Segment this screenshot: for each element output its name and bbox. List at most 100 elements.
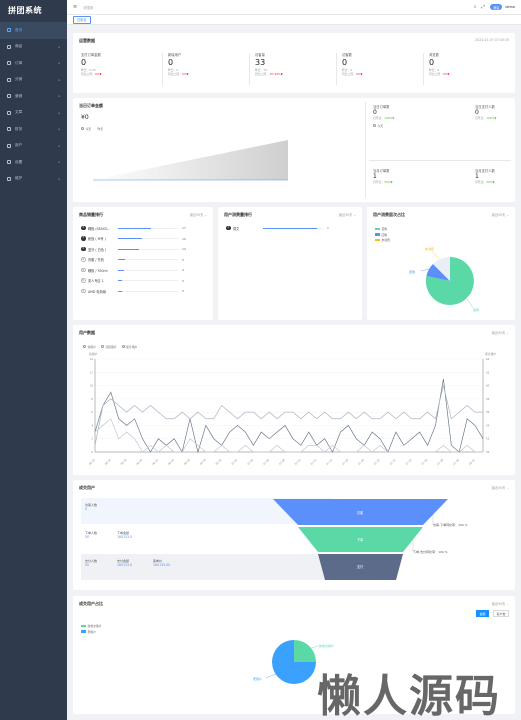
rank-number: 3: [81, 246, 86, 252]
x-tick-label: 07-26: [420, 458, 428, 466]
funnel-conv2-text: 下单-支付转化率：100 %: [413, 549, 448, 554]
sidebar-item[interactable]: 商品 v: [0, 39, 67, 56]
legend-label: 首购: [381, 227, 388, 231]
today-area-chart: [93, 140, 288, 181]
rank-row: 4 衣服 / 东西 5: [81, 257, 184, 263]
sidebar-item[interactable]: 用户 v: [0, 138, 67, 155]
menu-item-icon: [7, 94, 11, 99]
sidebar-item[interactable]: 财务 v: [0, 121, 67, 138]
rank-name: 睡袍 (SEASO...: [88, 226, 111, 231]
funnel-stage-pay-label: 支付: [357, 564, 364, 569]
trend-legend-item[interactable]: 累计用户: [121, 345, 137, 349]
trend-legend-item[interactable]: 活跃用户: [100, 345, 117, 349]
x-tick-label: 06-14: [88, 458, 96, 466]
x-tick-label: 06-18: [119, 458, 127, 466]
message-badge[interactable]: 消息: [490, 4, 503, 10]
rank-bar-fill: [118, 259, 126, 260]
pie-slice-repeat: [426, 264, 450, 281]
today-stat: 当月支付人数 1 月环比：50%▼: [475, 168, 495, 184]
rank-bar-fill: [118, 227, 151, 229]
rank-bar-track: [118, 238, 178, 239]
left-tick-label: 6: [91, 410, 93, 414]
pie-leader-medium: [420, 268, 430, 272]
legend-today[interactable]: 今天: [81, 127, 91, 131]
customer-count-button[interactable]: 客户数: [492, 610, 509, 617]
rank-value: 17: [182, 226, 186, 230]
sidebar-item[interactable]: 文章 v: [0, 105, 67, 122]
rank-bar-track: [263, 227, 323, 229]
left-tick-label: 12: [90, 370, 94, 374]
funnel-stage-order: [298, 527, 423, 552]
sidebar-item[interactable]: 设置 v: [0, 154, 67, 171]
chevron-down-icon: v: [58, 110, 60, 115]
user-pie-title: 用户消费层次占比: [373, 212, 405, 217]
sidebar: 拼团系统 首页 商品 v 订单 v 分销 v 营销 v 文章 v 财务 v 用户 v 设置 v 维护 v: [0, 0, 67, 720]
right-tick-label: 64: [486, 357, 490, 361]
sidebar-item[interactable]: 营销 v: [0, 88, 67, 105]
sidebar-item[interactable]: 首页: [0, 22, 67, 39]
sidebar-item-label: 文章: [15, 110, 23, 115]
today-mini-legend: 今天: [373, 123, 394, 128]
rank-bar-fill: [118, 290, 122, 292]
pie-slice-first: [425, 257, 474, 305]
sidebar-item[interactable]: 订单 v: [0, 55, 67, 72]
sidebar-item[interactable]: 维护 v: [0, 171, 67, 188]
legend-item[interactable]: 回购: [375, 233, 390, 237]
today-stat-value: 1: [373, 173, 377, 180]
x-tick-label: 07-08: [278, 458, 286, 466]
today-value: ¥0: [81, 114, 89, 121]
search-input[interactable]: 请搜索: [83, 5, 94, 10]
rank-number: 7: [81, 288, 86, 294]
today-stat-change: 日环比：100%▼: [373, 116, 395, 120]
menu-toggle-icon[interactable]: ≡: [73, 4, 78, 10]
legend-yesterday[interactable]: 昨天: [97, 127, 103, 131]
pie-leader-small: [431, 250, 440, 260]
left-tick-label: 2: [91, 437, 93, 441]
funnel-stage-visitor: [273, 499, 448, 525]
x-tick-label: 08-01: [468, 458, 476, 466]
today-stat-value: 0: [475, 109, 479, 116]
product-rank-title: 商品销量排行: [79, 212, 103, 217]
rank-name: 男人专区 1: [88, 279, 104, 283]
legend-item[interactable]: 老用户: [81, 630, 102, 634]
product-rank-filter[interactable]: 最近30天 ⌄: [189, 213, 207, 217]
user-rank-filter[interactable]: 最近30天 ⌄: [338, 213, 356, 217]
x-tick-label: 07-22: [389, 458, 397, 466]
deal-leader-new: [310, 645, 319, 649]
chevron-down-icon: v: [58, 143, 60, 148]
rank-value: 1: [327, 226, 329, 230]
deal-pie-card: 成交用户占比 最近30天 ⌄ 金额 客户数 新成交用户 老用户 新成交用户 老用户: [73, 596, 515, 714]
legend-item[interactable]: 新成交用户: [81, 624, 102, 628]
legend-item[interactable]: 未消费: [375, 238, 390, 242]
metric-change: 0%▼: [443, 72, 450, 76]
x-tick-label: 06-20: [135, 458, 143, 466]
legend-swatch: [375, 238, 380, 242]
today-stat-label: 当月订单数: [373, 169, 390, 173]
legend-swatch: [81, 630, 86, 633]
tab-console[interactable]: 控制台: [73, 15, 91, 24]
chevron-down-icon: v: [58, 160, 60, 165]
amount-button[interactable]: 金额: [475, 610, 489, 617]
chevron-down-icon: v: [58, 44, 60, 49]
rank-bar-track: [118, 259, 178, 260]
left-tick-label: 4: [91, 423, 93, 427]
metric-change: -97.29%▼: [269, 72, 283, 76]
x-tick-label: 06-26: [183, 458, 191, 466]
metric-label: 访客数: [342, 53, 352, 57]
funnel-stage-pay: [318, 554, 403, 580]
legend-item[interactable]: 首购: [375, 227, 390, 231]
menu-item-icon: [7, 61, 11, 66]
deal-label-new: 新成交用户: [319, 643, 334, 648]
fullscreen-icon[interactable]: ⤢: [481, 5, 485, 10]
sidebar-item[interactable]: 分销 v: [0, 72, 67, 89]
trend-legend-item[interactable]: 新用户: [83, 345, 96, 349]
sidebar-item-label: 设置: [15, 159, 23, 164]
user-trend-filter[interactable]: 最近30天 ⌄: [491, 331, 509, 335]
today-stat-value: 0: [373, 109, 377, 116]
x-tick-label: 06-30: [214, 458, 222, 466]
search-icon[interactable]: ⌕: [473, 5, 477, 10]
deal-pie-filter[interactable]: 最近30天 ⌄: [491, 602, 509, 606]
user-menu[interactable]: demo: [505, 5, 515, 9]
funnel-filter[interactable]: 最近30天 ⌄: [491, 486, 509, 490]
user-pie-filter[interactable]: 最近30天 ⌄: [491, 213, 509, 217]
